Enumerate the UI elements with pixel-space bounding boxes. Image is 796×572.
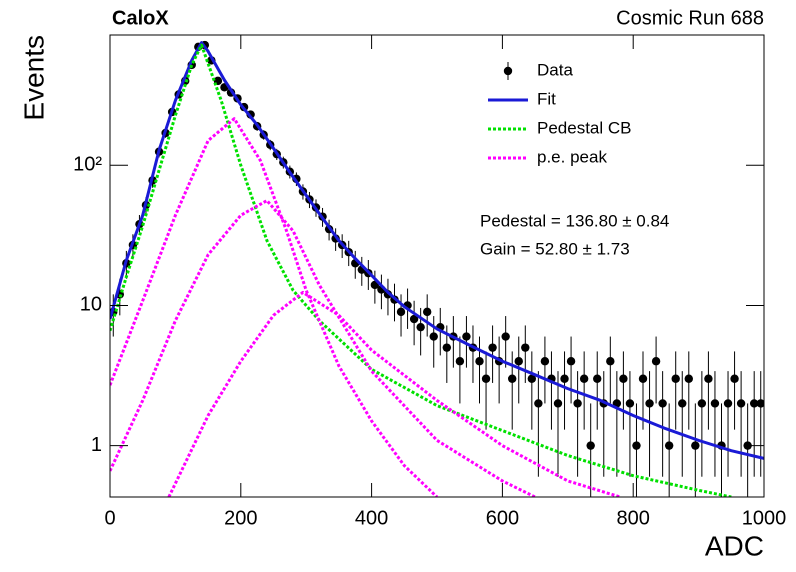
data-point — [429, 332, 438, 341]
data-point — [508, 374, 517, 383]
data-point — [521, 343, 530, 352]
data-point — [710, 399, 720, 408]
curve — [110, 199, 536, 497]
data-point — [579, 374, 589, 383]
data-point — [455, 357, 465, 366]
data-point — [475, 357, 484, 366]
data-point — [396, 307, 406, 317]
curve — [110, 43, 732, 497]
data-point — [756, 399, 764, 408]
data-point — [488, 343, 497, 352]
data-point — [704, 374, 713, 383]
data-point — [671, 374, 680, 383]
data-point — [514, 357, 523, 366]
frame — [109, 34, 765, 498]
data-point — [527, 374, 537, 383]
legend-label: Pedestal CB — [537, 118, 632, 137]
data-point — [566, 357, 576, 366]
curve — [110, 117, 439, 497]
data-point — [534, 399, 543, 408]
data-point — [416, 322, 425, 332]
data-point — [691, 441, 700, 450]
x-axis-label: ADC — [705, 530, 764, 561]
data-point — [462, 332, 471, 341]
data-point — [619, 374, 628, 383]
chart-subtitle: Cosmic Run 688 — [616, 7, 764, 29]
x-tick-label: 200 — [224, 507, 257, 529]
legend-label: Fit — [537, 89, 556, 108]
legend-label: p.e. peak — [537, 147, 607, 166]
data-point — [697, 399, 707, 408]
legend-symbol — [503, 66, 513, 76]
y-tick-label: 10² — [73, 154, 102, 176]
data-point — [409, 314, 419, 324]
data-point — [632, 441, 641, 450]
data-point — [749, 399, 759, 408]
plot-area — [110, 40, 764, 497]
data-point — [606, 357, 615, 366]
data-point — [684, 374, 693, 383]
data-point — [645, 399, 654, 408]
data-point — [593, 374, 602, 383]
x-tick-label: 800 — [617, 507, 650, 529]
data-point — [730, 374, 739, 383]
data-point — [481, 374, 491, 383]
legend-label: Data — [537, 60, 573, 79]
data-point — [638, 374, 648, 383]
data-point — [573, 399, 582, 408]
data-point — [553, 399, 563, 408]
data-point — [501, 332, 510, 341]
curve — [110, 41, 764, 460]
data-point — [586, 441, 595, 450]
data-point — [723, 399, 733, 408]
data-point — [664, 441, 674, 450]
y-axis-label: Events — [18, 35, 49, 121]
data-point — [540, 357, 550, 366]
annotation: Gain = 52.80 ± 1.73 — [480, 239, 630, 258]
y-tick-label: 1 — [91, 434, 102, 456]
y-tick-label: 10 — [80, 294, 102, 316]
data-point — [651, 357, 661, 366]
x-tick-label: 400 — [355, 507, 388, 529]
data-point — [560, 374, 569, 383]
data-point — [678, 399, 687, 408]
curve — [167, 290, 621, 497]
data-point — [658, 399, 667, 408]
x-tick-label: 600 — [486, 507, 519, 529]
annotation: Pedestal = 136.80 ± 0.84 — [480, 211, 669, 230]
data-point — [422, 307, 432, 317]
data-point — [625, 399, 635, 408]
data-point — [736, 399, 746, 408]
x-tick-label: 0 — [104, 507, 115, 529]
chart-title: CaloX — [112, 7, 169, 29]
x-tick-label: 1000 — [742, 507, 787, 529]
data-point — [442, 343, 452, 352]
